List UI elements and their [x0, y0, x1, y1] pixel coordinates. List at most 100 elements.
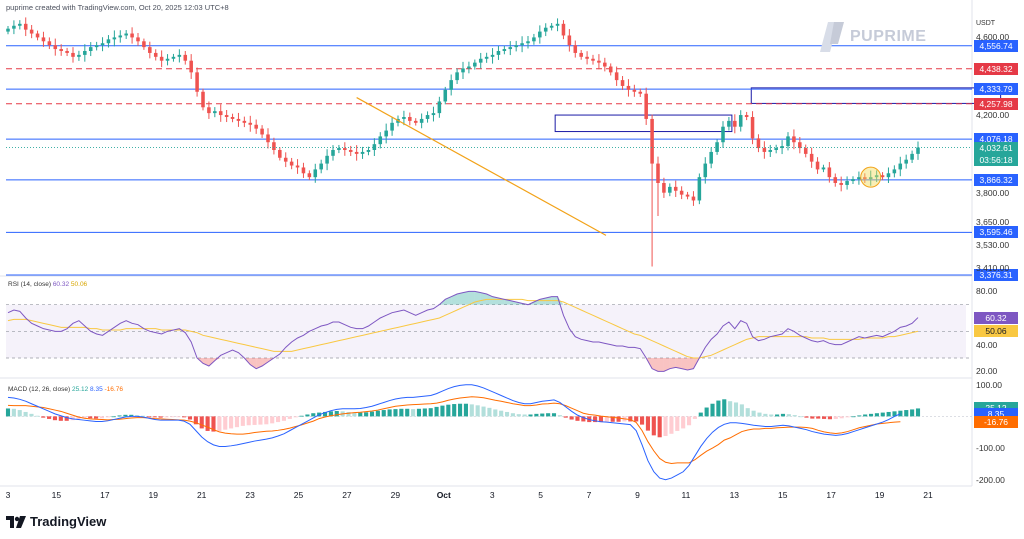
- candle-body[interactable]: [343, 148, 347, 150]
- candle-body[interactable]: [443, 89, 448, 102]
- tradingview-logo[interactable]: TradingView: [6, 514, 106, 529]
- macd-signal-line[interactable]: [7, 396, 901, 465]
- candle-body[interactable]: [165, 58, 170, 61]
- candle-body[interactable]: [53, 45, 58, 50]
- candle-body[interactable]: [821, 167, 826, 170]
- candle-body[interactable]: [142, 41, 146, 48]
- candle-body[interactable]: [744, 115, 749, 117]
- candle-body[interactable]: [538, 31, 542, 38]
- candle-body[interactable]: [526, 41, 530, 44]
- candle-body[interactable]: [378, 136, 383, 145]
- candle-body[interactable]: [786, 136, 790, 147]
- candle-body[interactable]: [892, 169, 897, 174]
- candle-body[interactable]: [6, 28, 10, 32]
- candle-body[interactable]: [384, 130, 388, 137]
- candle-body[interactable]: [478, 58, 483, 63]
- candle-body[interactable]: [65, 50, 69, 53]
- candle-body[interactable]: [715, 142, 719, 152]
- candle-body[interactable]: [29, 29, 34, 34]
- candle-body[interactable]: [354, 151, 359, 154]
- candle-body[interactable]: [23, 23, 28, 30]
- candle-body[interactable]: [171, 56, 176, 59]
- candle-body[interactable]: [148, 47, 152, 53]
- candle-body[interactable]: [35, 33, 40, 38]
- candle-body[interactable]: [662, 182, 666, 193]
- candle-body[interactable]: [750, 116, 755, 139]
- candle-body[interactable]: [408, 116, 412, 121]
- candle-body[interactable]: [490, 54, 495, 57]
- candle-body[interactable]: [153, 52, 158, 57]
- candle-body[interactable]: [331, 149, 335, 156]
- candle-body[interactable]: [189, 60, 193, 73]
- candle-body[interactable]: [88, 47, 93, 51]
- candle-body[interactable]: [425, 115, 430, 119]
- rsi-line[interactable]: [7, 290, 919, 372]
- candle-body[interactable]: [207, 107, 211, 114]
- candle-body[interactable]: [83, 50, 87, 55]
- candle-body[interactable]: [591, 58, 595, 61]
- candle-body[interactable]: [585, 56, 589, 59]
- candle-body[interactable]: [762, 148, 767, 152]
- candle-body[interactable]: [449, 80, 453, 90]
- candle-body[interactable]: [301, 167, 306, 174]
- candle-body[interactable]: [561, 23, 566, 36]
- candle-body[interactable]: [455, 72, 459, 81]
- candle-body[interactable]: [780, 146, 784, 149]
- candle-body[interactable]: [118, 35, 123, 38]
- candle-body[interactable]: [567, 35, 572, 46]
- candle-body[interactable]: [77, 54, 81, 57]
- candle-body[interactable]: [159, 56, 164, 61]
- candle-body[interactable]: [213, 111, 217, 114]
- candle-body[interactable]: [620, 80, 625, 86]
- candle-body[interactable]: [112, 37, 117, 40]
- candle-body[interactable]: [910, 153, 914, 160]
- candle-body[interactable]: [461, 68, 465, 73]
- candle-body[interactable]: [372, 144, 377, 150]
- candle-body[interactable]: [721, 126, 725, 143]
- candle-body[interactable]: [904, 159, 908, 164]
- candle-body[interactable]: [502, 49, 507, 51]
- candle-body[interactable]: [685, 194, 690, 197]
- candle-body[interactable]: [608, 66, 613, 73]
- candle-body[interactable]: [100, 43, 105, 46]
- candle-body[interactable]: [532, 37, 536, 42]
- candle-body[interactable]: [827, 167, 832, 178]
- candle-body[interactable]: [18, 23, 22, 26]
- supply-demand-zone[interactable]: [750, 87, 1002, 104]
- candle-body[interactable]: [47, 41, 52, 46]
- candle-body[interactable]: [325, 155, 329, 164]
- candle-body[interactable]: [360, 151, 365, 154]
- candle-body[interactable]: [136, 37, 140, 42]
- candle-body[interactable]: [644, 93, 648, 119]
- candle-body[interactable]: [319, 163, 323, 170]
- candles[interactable]: [6, 17, 920, 267]
- candle-body[interactable]: [467, 66, 471, 69]
- candle-body[interactable]: [916, 147, 920, 154]
- candle-body[interactable]: [579, 52, 583, 57]
- candle-body[interactable]: [727, 120, 731, 127]
- candle-body[interactable]: [177, 54, 182, 57]
- candle-body[interactable]: [809, 153, 814, 162]
- breakout-marker[interactable]: [860, 166, 882, 188]
- candle-body[interactable]: [313, 169, 318, 178]
- candle-body[interactable]: [656, 163, 660, 183]
- candle-body[interactable]: [514, 45, 518, 48]
- candle-body[interactable]: [691, 196, 696, 201]
- macd-line[interactable]: [7, 384, 901, 481]
- candle-body[interactable]: [543, 27, 548, 32]
- candle-body[interactable]: [295, 165, 300, 168]
- rsi-legend[interactable]: RSI (14, close) 60.32 50.06: [8, 281, 87, 288]
- supply-demand-zone[interactable]: [554, 114, 733, 133]
- candle-body[interactable]: [839, 182, 843, 185]
- candle-body[interactable]: [183, 54, 188, 61]
- candle-body[interactable]: [402, 116, 406, 119]
- trendline[interactable]: [356, 97, 607, 236]
- candle-body[interactable]: [242, 120, 247, 123]
- rsi-ma-line[interactable]: [7, 298, 919, 359]
- candle-body[interactable]: [272, 142, 276, 150]
- candle-body[interactable]: [792, 136, 796, 143]
- candle-body[interactable]: [419, 118, 424, 123]
- candle-body[interactable]: [863, 177, 867, 180]
- candle-body[interactable]: [798, 142, 802, 149]
